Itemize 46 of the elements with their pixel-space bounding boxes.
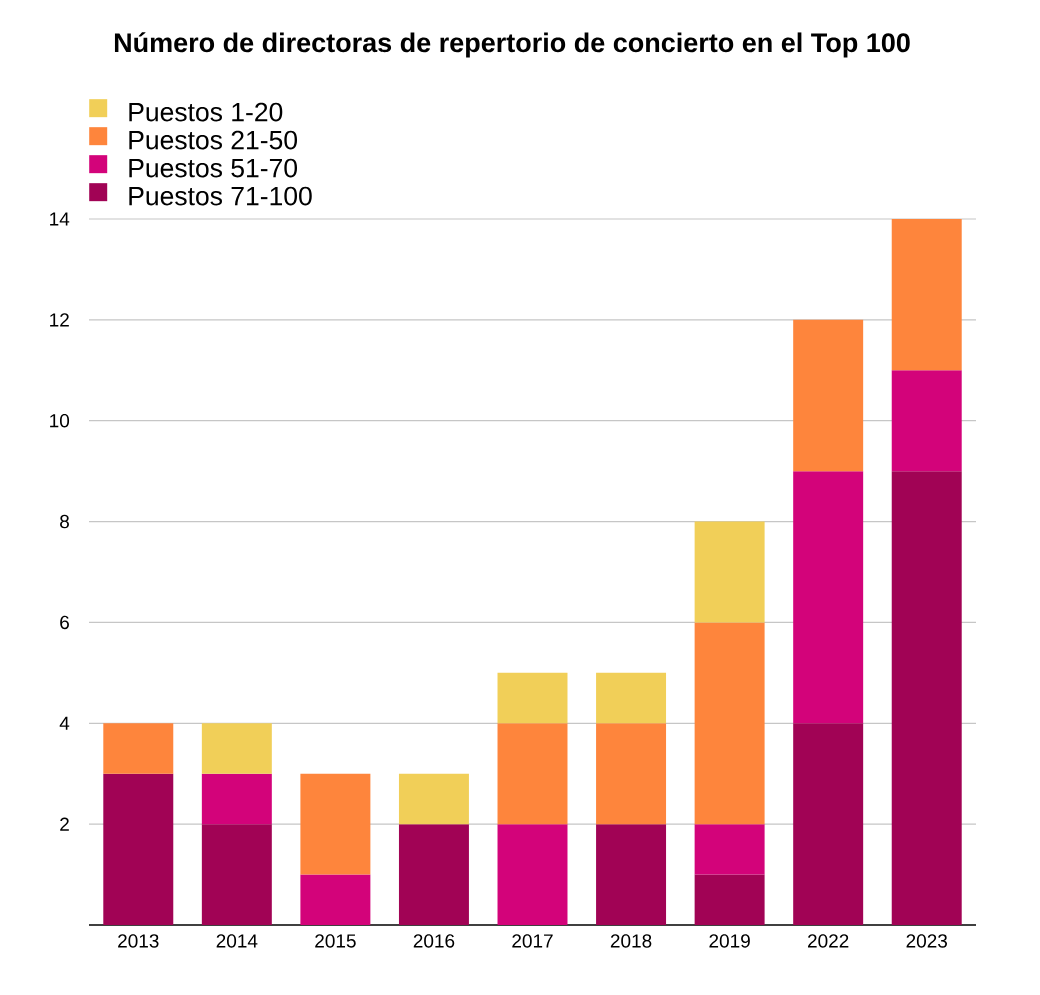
x-tick-label: 2014 <box>216 934 258 948</box>
bar <box>694 622 765 825</box>
x-tick-label: 2016 <box>413 934 455 948</box>
bar <box>891 471 962 925</box>
x-tick-label: 2017 <box>512 934 553 948</box>
y-tick-label: 10 <box>50 413 70 428</box>
bar <box>300 773 371 875</box>
bar <box>201 773 272 825</box>
bar <box>497 672 568 724</box>
x-tick-label: 2019 <box>709 934 750 948</box>
y-tick-label: 14 <box>50 212 70 226</box>
x-tick-label: 2018 <box>610 934 652 948</box>
bar <box>497 824 568 925</box>
x-tick-label: 2023 <box>906 934 948 948</box>
y-tick-label: 12 <box>50 313 69 327</box>
x-tick-label: 2022 <box>807 934 849 948</box>
x-tick-label: 2013 <box>118 934 159 948</box>
y-tick-label: 4 <box>59 716 70 730</box>
bar <box>596 824 667 925</box>
bar <box>398 824 469 925</box>
bar <box>103 723 174 774</box>
y-tick-label: 8 <box>60 514 69 529</box>
y-tick-label: 2 <box>60 817 69 831</box>
legend-label: Puestos 51-70 <box>129 158 298 178</box>
bar <box>694 824 765 875</box>
x-tick-label: 2015 <box>315 934 356 948</box>
bar <box>103 773 174 925</box>
bar <box>793 471 864 724</box>
bar <box>793 723 864 925</box>
bar <box>891 370 962 472</box>
legend-label: Puestos 1-20 <box>129 102 283 122</box>
bar <box>300 874 371 925</box>
chart-title: Número de directoras de repertorio de concierto en el Top 100 <box>114 32 910 58</box>
legend-label: Puestos 21-50 <box>129 130 298 150</box>
bar <box>596 672 667 724</box>
bar <box>201 723 272 774</box>
bar <box>398 773 469 825</box>
legend-label: Puestos 71-100 <box>129 186 312 206</box>
bar <box>891 218 962 371</box>
bar <box>694 874 765 925</box>
bar <box>497 723 568 825</box>
bar <box>596 723 667 825</box>
bar <box>793 319 864 472</box>
bar <box>694 521 765 623</box>
bar <box>201 824 272 925</box>
y-tick-label: 6 <box>60 615 69 630</box>
